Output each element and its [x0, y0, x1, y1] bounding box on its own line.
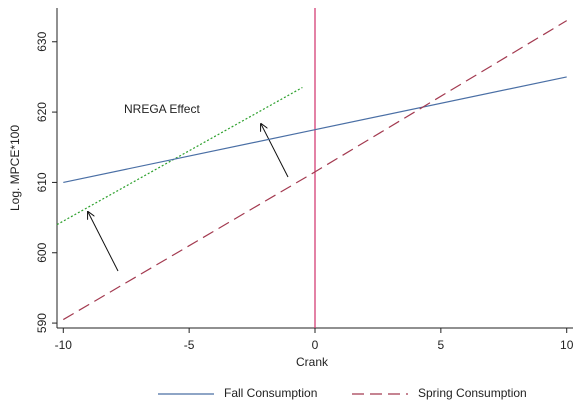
- y-tick-label: 610: [35, 172, 49, 192]
- y-tick-label: 600: [35, 242, 49, 262]
- legend-label: Fall Consumption: [224, 386, 317, 400]
- x-axis-label: Crank: [296, 355, 329, 369]
- line: [63, 76, 567, 184]
- line: [62, 20, 568, 321]
- legend-label: Spring Consumption: [418, 386, 527, 400]
- x-tick-label: -10: [55, 338, 73, 352]
- y-axis-label: Log. MPCE*100: [8, 125, 22, 211]
- x-tick-label: -5: [184, 338, 195, 352]
- fit-line: [56, 86, 303, 226]
- arrow: [261, 124, 289, 178]
- x-tick-label: 0: [312, 338, 319, 352]
- arrow: [88, 212, 119, 272]
- annotation: NREGA Effect: [124, 102, 200, 116]
- y-tick-label: 590: [35, 313, 49, 333]
- y-tick-label: 620: [35, 102, 49, 122]
- x-tick-label: 5: [438, 338, 445, 352]
- x-tick-label: 10: [560, 338, 574, 352]
- y-tick-label: 630: [35, 31, 49, 51]
